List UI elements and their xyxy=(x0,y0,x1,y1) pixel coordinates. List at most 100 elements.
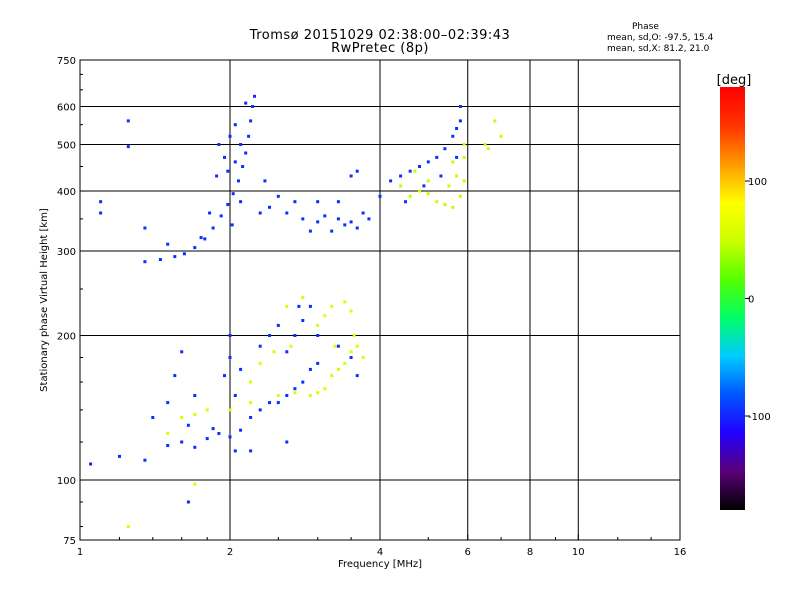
data-point xyxy=(166,444,170,447)
data-point xyxy=(451,160,455,164)
data-point xyxy=(333,344,337,348)
data-point xyxy=(276,194,280,198)
data-point xyxy=(422,184,426,188)
data-point xyxy=(316,220,320,224)
data-point xyxy=(230,223,234,227)
data-point xyxy=(458,194,462,198)
data-point xyxy=(199,236,203,240)
data-point xyxy=(228,408,232,412)
data-point xyxy=(258,361,262,365)
data-point xyxy=(285,211,289,215)
data-point xyxy=(462,179,466,183)
colorbar-ticks: 100 0 -100 xyxy=(745,177,771,423)
data-point xyxy=(143,458,147,462)
data-point xyxy=(180,350,184,354)
data-point xyxy=(343,361,347,365)
data-point xyxy=(228,334,232,337)
data-point xyxy=(231,192,235,196)
x-tick-label: 1 xyxy=(77,547,83,558)
data-point xyxy=(285,304,289,308)
data-point xyxy=(343,300,347,304)
data-point xyxy=(249,401,253,405)
data-point xyxy=(258,211,262,215)
chart-title: Tromsø 20151029 02:38:00–02:39:43 xyxy=(249,28,511,43)
data-point xyxy=(355,169,359,173)
data-point xyxy=(455,155,459,159)
y-tick-label: 600 xyxy=(57,103,76,114)
data-point xyxy=(217,432,221,435)
data-point xyxy=(228,356,232,359)
data-point xyxy=(435,200,439,204)
data-point xyxy=(499,134,503,138)
data-point xyxy=(308,304,312,308)
data-point xyxy=(418,165,421,168)
data-point xyxy=(237,179,240,183)
data-point xyxy=(443,147,447,151)
data-point xyxy=(193,445,197,449)
data-point xyxy=(308,367,312,371)
data-point xyxy=(486,147,490,151)
data-point xyxy=(451,205,455,209)
data-point xyxy=(308,394,312,397)
data-point xyxy=(186,500,190,504)
data-point xyxy=(166,401,170,405)
data-point xyxy=(263,179,267,183)
data-point xyxy=(215,174,219,178)
data-point xyxy=(455,127,459,130)
data-point xyxy=(349,356,353,359)
data-point xyxy=(330,374,334,378)
data-point xyxy=(349,309,353,313)
data-point xyxy=(418,189,421,193)
colorbar-tick-label: -100 xyxy=(748,412,771,423)
data-point xyxy=(118,454,121,458)
data-point xyxy=(483,143,487,146)
x-tick-label: 2 xyxy=(227,547,233,558)
data-point xyxy=(193,482,197,486)
colorbar-tick-label: 0 xyxy=(748,295,754,306)
data-point xyxy=(223,374,226,378)
colorbar-tick-label: 100 xyxy=(748,177,767,188)
data-point xyxy=(276,323,280,327)
data-point xyxy=(239,143,243,146)
data-point xyxy=(143,260,147,264)
data-point xyxy=(166,242,170,246)
data-point xyxy=(426,179,430,183)
data-point xyxy=(316,200,320,204)
data-point xyxy=(249,119,253,123)
data-point xyxy=(316,391,320,395)
data-point xyxy=(226,169,230,173)
data-point xyxy=(203,237,207,241)
data-point xyxy=(293,200,297,204)
data-point xyxy=(208,211,212,215)
data-point xyxy=(408,169,412,173)
data-point xyxy=(126,145,130,149)
data-point xyxy=(99,200,103,204)
data-point xyxy=(413,169,417,173)
phase-heading: Phase xyxy=(632,22,659,32)
y-tick-label: 750 xyxy=(57,56,76,67)
data-point xyxy=(399,184,403,188)
data-point xyxy=(173,255,177,259)
data-point xyxy=(399,174,403,178)
data-point xyxy=(285,440,289,444)
data-point xyxy=(249,380,253,384)
data-point xyxy=(285,394,289,397)
data-point xyxy=(426,160,430,164)
data-point xyxy=(361,211,365,215)
data-point xyxy=(244,151,248,155)
data-point xyxy=(151,416,155,419)
x-tick-label: 8 xyxy=(527,547,533,558)
phase-stats-o: mean, sd,O: -97.5, 15.4 xyxy=(607,33,714,43)
data-point xyxy=(323,314,327,318)
data-point xyxy=(193,246,197,250)
data-point xyxy=(352,334,356,337)
phase-stats-x: mean, sd,X: 81.2, 21.0 xyxy=(607,44,710,54)
data-point xyxy=(244,101,248,105)
data-point xyxy=(276,401,280,405)
data-point xyxy=(301,380,305,384)
data-point xyxy=(126,119,130,123)
data-point xyxy=(455,174,459,178)
data-point xyxy=(389,179,393,183)
